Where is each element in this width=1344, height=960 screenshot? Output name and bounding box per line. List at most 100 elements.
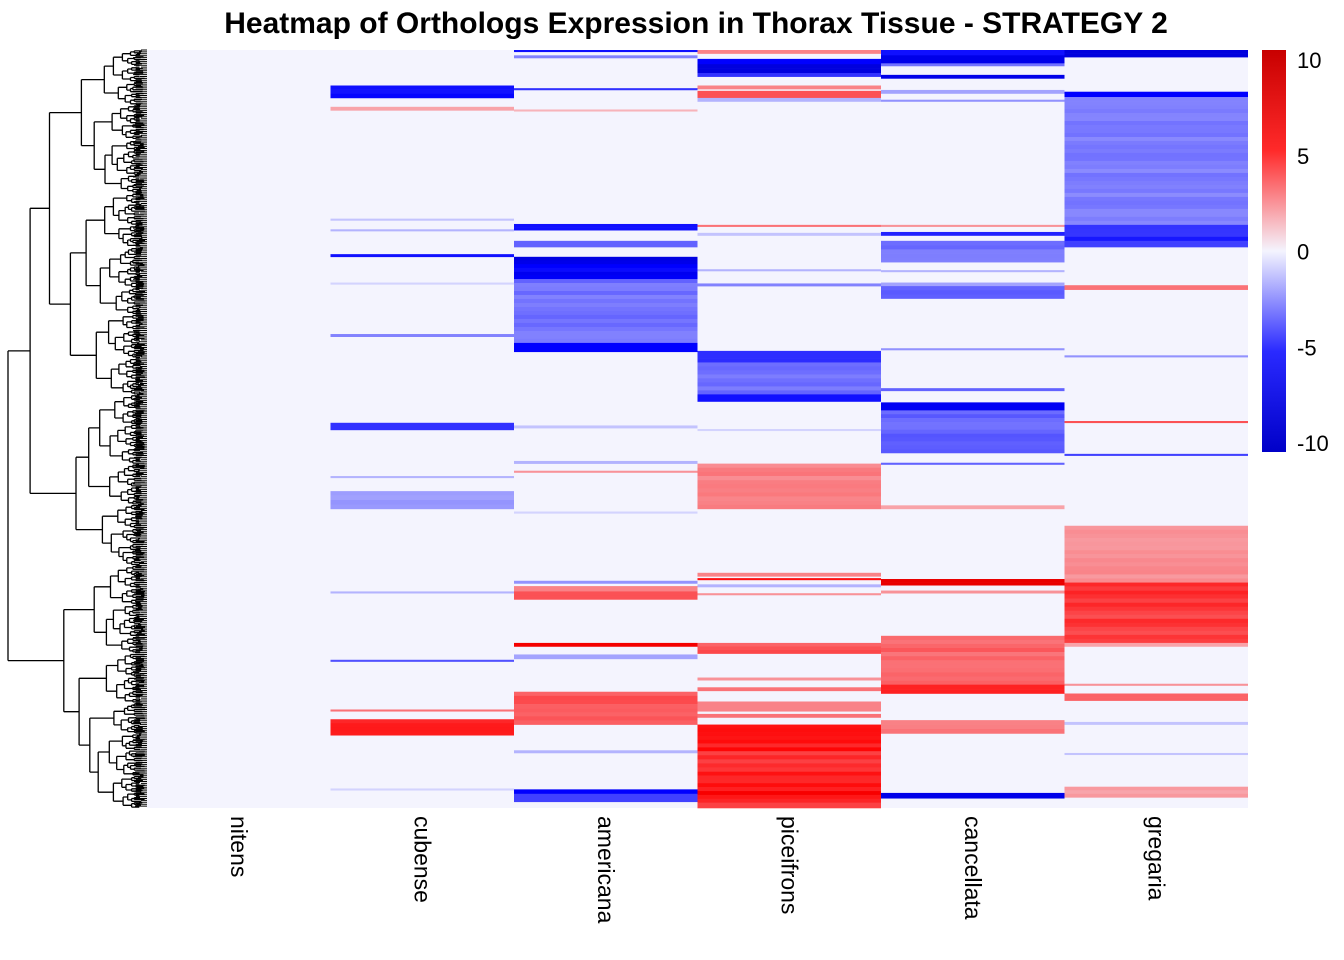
heatmap-cell-piceifrons-15 bbox=[697, 492, 881, 497]
heatmap-cell-gregaria-2 bbox=[1064, 97, 1248, 102]
heatmap-cell-cubense-11 bbox=[330, 659, 514, 662]
heatmap-cell-gregaria-2 bbox=[1064, 196, 1248, 202]
heatmap-cell-gregaria-10 bbox=[1064, 626, 1248, 632]
heatmap-cell-americana-14 bbox=[514, 586, 698, 592]
heatmap-cell-gregaria-10 bbox=[1064, 590, 1248, 595]
heatmap-cell-americana-4 bbox=[514, 227, 698, 231]
heatmap-cell-cubense-12 bbox=[330, 709, 514, 712]
heatmap-cell-piceifrons-0 bbox=[697, 50, 881, 54]
heatmap-cell-piceifrons-22 bbox=[697, 687, 881, 692]
heatmap-cell-piceifrons-15 bbox=[697, 471, 881, 477]
heatmap-cell-cubense-4 bbox=[330, 254, 514, 258]
legend-tick-label: 5 bbox=[1297, 144, 1309, 169]
heatmap-cell-piceifrons-15 bbox=[697, 488, 881, 493]
heatmap-cell-cubense-8 bbox=[330, 476, 514, 479]
heatmap-cell-gregaria-10 bbox=[1064, 582, 1248, 587]
heatmap-cell-piceifrons-25 bbox=[697, 747, 881, 752]
heatmap-cell-americana-6 bbox=[514, 267, 698, 272]
heatmap-cell-americana-6 bbox=[514, 260, 698, 265]
heatmap-cell-gregaria-10 bbox=[1064, 618, 1248, 624]
heatmap-cell-piceifrons-17 bbox=[697, 578, 881, 581]
heatmap-cell-gregaria-2 bbox=[1064, 164, 1248, 170]
heatmap-cell-gregaria-2 bbox=[1064, 160, 1248, 166]
heatmap-cell-cancellata-15 bbox=[881, 410, 1065, 415]
heatmap-cell-piceifrons-14 bbox=[697, 429, 881, 432]
heatmap-column-americana bbox=[514, 50, 698, 808]
heatmap-cell-gregaria-2 bbox=[1064, 140, 1248, 146]
heatmap-cell-cancellata-21 bbox=[881, 689, 1065, 694]
heatmap-cell-piceifrons-21 bbox=[697, 677, 881, 681]
legend-tick-label: -10 bbox=[1297, 431, 1329, 456]
heatmap-cell-cancellata-3 bbox=[881, 74, 1065, 79]
heatmap-cell-cancellata-20 bbox=[881, 648, 1065, 653]
legend-tick-label: 0 bbox=[1297, 240, 1309, 265]
heatmap-cell-piceifrons-13 bbox=[697, 394, 881, 399]
heatmap-cell-piceifrons-9 bbox=[697, 269, 881, 272]
heatmap-cell-gregaria-9 bbox=[1064, 574, 1248, 579]
heatmap-cell-piceifrons-26 bbox=[697, 767, 881, 772]
heatmap-cell-gregaria-2 bbox=[1064, 188, 1248, 194]
heatmap-cell-cancellata-20 bbox=[881, 668, 1065, 673]
heatmap-cell-americana-19 bbox=[514, 750, 698, 754]
heatmap-cell-piceifrons-2 bbox=[697, 64, 881, 69]
heatmap-cell-americana-20 bbox=[514, 789, 698, 795]
heatmap-cell-piceifrons-15 bbox=[697, 484, 881, 489]
heatmap-cell-piceifrons-12 bbox=[697, 366, 881, 371]
heatmap-cell-cancellata-17 bbox=[881, 505, 1065, 510]
heatmap-cell-piceifrons-23 bbox=[697, 701, 881, 707]
heatmap-cell-cancellata-22 bbox=[881, 720, 1065, 725]
heatmap-cell-americana-18 bbox=[514, 695, 698, 701]
heatmap-column-nitens bbox=[147, 50, 331, 808]
heatmap-cell-cubense-6 bbox=[330, 334, 514, 337]
heatmap-cell-gregaria-9 bbox=[1064, 529, 1248, 535]
heatmap-cell-piceifrons-15 bbox=[697, 467, 881, 473]
heatmap-cell-cancellata-15 bbox=[881, 429, 1065, 434]
heatmap-cell-cancellata-19 bbox=[881, 590, 1065, 594]
heatmap-cell-americana-16 bbox=[514, 642, 698, 647]
heatmap-cell-americana-6 bbox=[514, 256, 698, 261]
heatmap-cell-piceifrons-11 bbox=[697, 354, 881, 359]
heatmap-cell-gregaria-2 bbox=[1064, 136, 1248, 142]
heatmap-cell-cancellata-15 bbox=[881, 421, 1065, 427]
heatmap-cell-gregaria-10 bbox=[1064, 598, 1248, 603]
heatmap-cell-cubense-0 bbox=[330, 89, 514, 95]
heatmap-cell-piceifrons-8 bbox=[697, 232, 881, 236]
heatmap-cell-piceifrons-25 bbox=[697, 735, 881, 741]
heatmap-cell-cancellata-14 bbox=[881, 402, 1065, 407]
heatmap-cell-cubense-2 bbox=[330, 218, 514, 221]
heatmap-cell-americana-15 bbox=[514, 591, 698, 596]
heatmap-cell-gregaria-16 bbox=[1064, 790, 1248, 795]
heatmap-cell-gregaria-5 bbox=[1064, 285, 1248, 290]
dendrogram-branches bbox=[7, 50, 145, 808]
heatmap-cell-americana-7 bbox=[514, 294, 698, 300]
heatmap-cell-gregaria-2 bbox=[1064, 172, 1248, 178]
heatmap-cell-americana-7 bbox=[514, 330, 698, 336]
heatmap-cell-gregaria-10 bbox=[1064, 586, 1248, 591]
heatmap-cell-cubense-9 bbox=[330, 504, 514, 510]
heatmap-cell-americana-18 bbox=[514, 716, 698, 721]
heatmap-cell-gregaria-2 bbox=[1064, 109, 1248, 114]
heatmap-cell-americana-7 bbox=[514, 286, 698, 292]
heatmap-cell-cancellata-14 bbox=[881, 406, 1065, 411]
heatmap-cell-gregaria-2 bbox=[1064, 144, 1248, 150]
heatmap-cell-cancellata-13 bbox=[881, 388, 1065, 392]
heatmap-cell-cancellata-20 bbox=[881, 643, 1065, 649]
heatmap-cell-cancellata-20 bbox=[881, 639, 1065, 645]
heatmap-cell-cubense-13 bbox=[330, 723, 514, 728]
heatmap-cell-cancellata-9 bbox=[881, 270, 1065, 273]
heatmap-cell-piceifrons-10 bbox=[697, 283, 881, 287]
heatmap-cell-gregaria-3 bbox=[1064, 224, 1248, 230]
heatmap-cell-cancellata-15 bbox=[881, 418, 1065, 423]
heatmap-cell-piceifrons-25 bbox=[697, 728, 881, 733]
heatmap-cells bbox=[147, 50, 1248, 809]
heatmap-cell-gregaria-9 bbox=[1064, 533, 1248, 539]
heatmap-cell-gregaria-2 bbox=[1064, 152, 1248, 158]
heatmap-cell-gregaria-13 bbox=[1064, 693, 1248, 698]
column-label-cancellata: cancellata bbox=[960, 816, 986, 920]
heatmap-cell-americana-7 bbox=[514, 298, 698, 304]
heatmap-cell-cancellata-6 bbox=[881, 224, 1065, 227]
heatmap-cell-gregaria-2 bbox=[1064, 132, 1248, 138]
heatmap-cell-americana-15 bbox=[514, 595, 698, 600]
heatmap-cell-americana-12 bbox=[514, 511, 698, 514]
heatmap-cell-piceifrons-25 bbox=[697, 724, 881, 729]
